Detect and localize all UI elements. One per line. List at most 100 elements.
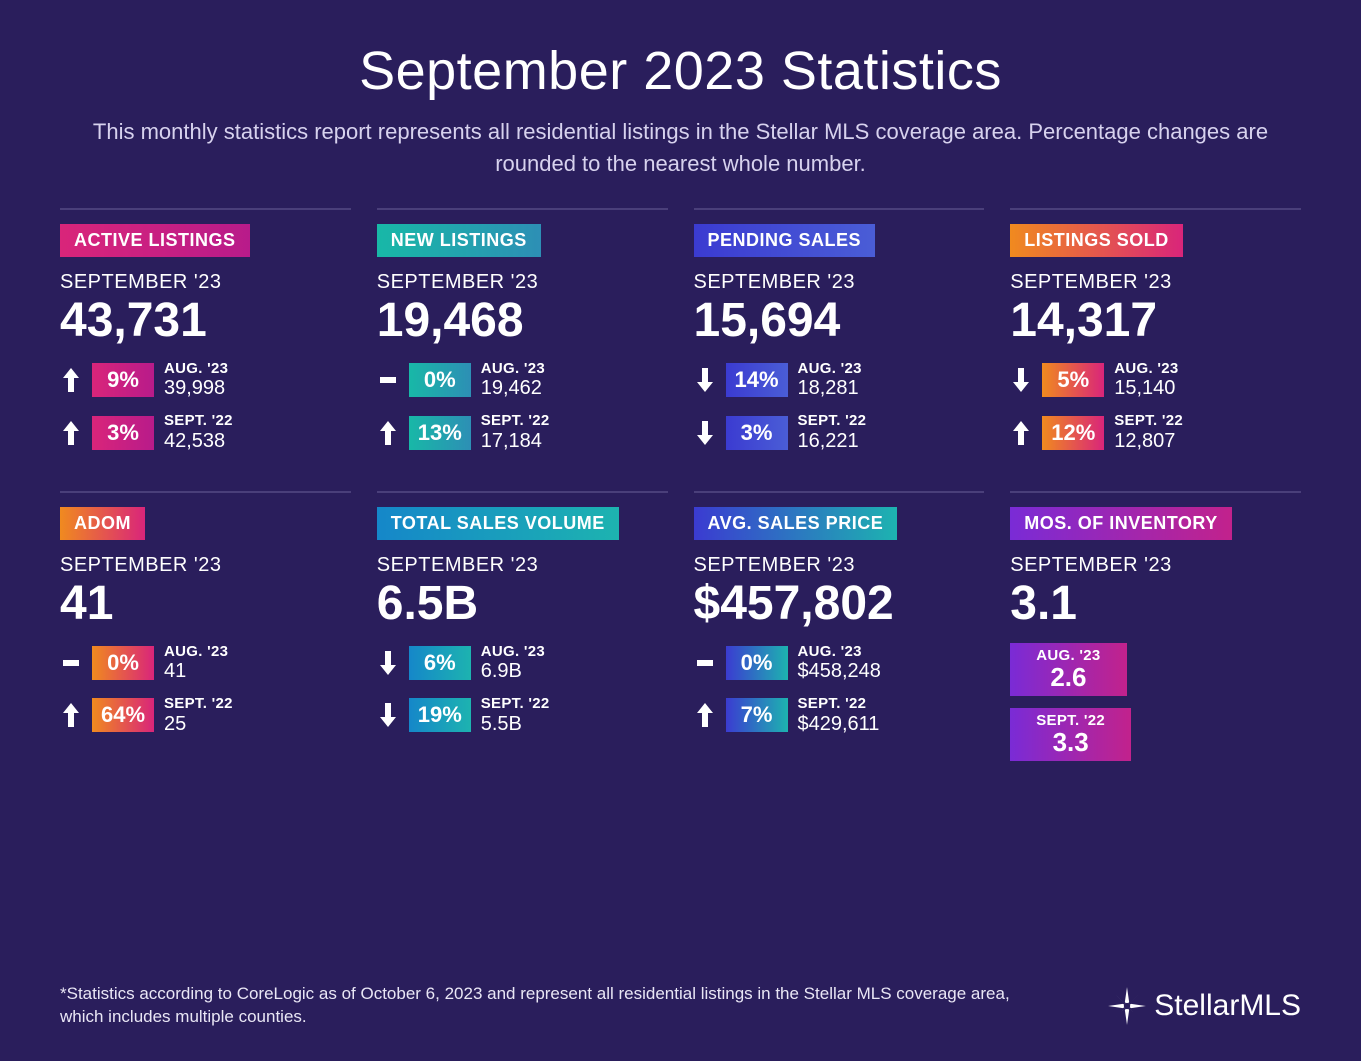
- period-label: SEPTEMBER '23: [694, 554, 985, 577]
- main-value: 41: [60, 579, 351, 629]
- period-label: SEPTEMBER '23: [377, 554, 668, 577]
- inventory-comparison: SEPT. '223.3: [1010, 708, 1301, 761]
- comparison-values: SEPT. '2212,807: [1114, 412, 1183, 452]
- comparison-number: $458,248: [798, 660, 881, 683]
- comparison-label: AUG. '23: [164, 643, 228, 660]
- stat-card: AVG. SALES PRICE SEPTEMBER '23$457,802 0% A…: [694, 491, 985, 773]
- dash-icon: [377, 366, 399, 394]
- inventory-box: SEPT. '223.3: [1010, 708, 1131, 761]
- comparison-row: 9% AUG. '2339,998: [60, 360, 351, 400]
- comparison-label: SEPT. '22: [481, 695, 550, 712]
- inventory-value: 2.6: [1036, 664, 1100, 690]
- arrow-up-icon: [1010, 419, 1032, 447]
- comparison-number: 15,140: [1114, 377, 1178, 400]
- period-label: SEPTEMBER '23: [1010, 271, 1301, 294]
- comparison-values: SEPT. '22$429,611: [798, 695, 880, 735]
- percent-change: 7%: [726, 698, 788, 732]
- arrow-up-icon: [60, 366, 82, 394]
- comparison-row: 64% SEPT. '2225: [60, 695, 351, 735]
- comparison-number: 12,807: [1114, 430, 1183, 453]
- main-value: $457,802: [694, 579, 985, 629]
- percent-change: 3%: [92, 416, 154, 450]
- stat-badge: ACTIVE LISTINGS: [60, 224, 250, 257]
- comparison-values: AUG. '2341: [164, 643, 228, 683]
- stat-badge: ADOM: [60, 507, 145, 540]
- stat-card: PENDING SALESSEPTEMBER '2315,69414%AUG. …: [694, 208, 985, 465]
- comparison-row: 7% SEPT. '22$429,611: [694, 695, 985, 735]
- main-value: 43,731: [60, 296, 351, 346]
- percent-change: 19%: [409, 698, 471, 732]
- stat-badge: NEW LISTINGS: [377, 224, 541, 257]
- comparison-label: SEPT. '22: [798, 412, 867, 429]
- comparison-values: SEPT. '2225: [164, 695, 233, 735]
- main-value: 3.1: [1010, 579, 1301, 629]
- comparison-row: 6%AUG. '236.9B: [377, 643, 668, 683]
- comparison-number: 19,462: [481, 377, 545, 400]
- comparison-number: 5.5B: [481, 713, 550, 736]
- comparison-label: AUG. '23: [798, 643, 881, 660]
- page-subtitle: This monthly statistics report represent…: [60, 116, 1301, 180]
- period-label: SEPTEMBER '23: [377, 271, 668, 294]
- comparison-label: AUG. '23: [164, 360, 228, 377]
- stat-card: ACTIVE LISTINGSSEPTEMBER '2343,7319%AUG.…: [60, 208, 351, 465]
- footnote-text: *Statistics according to CoreLogic as of…: [60, 983, 1020, 1029]
- main-value: 19,468: [377, 296, 668, 346]
- stat-card: NEW LISTINGS SEPTEMBER '2319,468 0% AUG. '2…: [377, 208, 668, 465]
- comparison-row: 3% SEPT. '2242,538: [60, 412, 351, 452]
- comparison-values: SEPT. '2242,538: [164, 412, 233, 452]
- stat-card: LISTINGS SOLDSEPTEMBER '2314,3175%AUG. '…: [1010, 208, 1301, 465]
- stat-card: ADOMSEPTEMBER '23410%AUG. '234164%SEPT. …: [60, 491, 351, 773]
- comparison-values: AUG. '2319,462: [481, 360, 545, 400]
- arrow-down-icon: [1010, 366, 1032, 394]
- arrow-up-icon: [377, 419, 399, 447]
- comparison-row: 13% SEPT. '2217,184: [377, 412, 668, 452]
- comparison-row: 3% SEPT. '2216,221: [694, 412, 985, 452]
- comparison-number: 39,998: [164, 377, 228, 400]
- comparison-values: SEPT. '2217,184: [481, 412, 550, 452]
- arrow-down-icon: [694, 366, 716, 394]
- footer: *Statistics according to CoreLogic as of…: [60, 983, 1301, 1029]
- comparison-label: SEPT. '22: [164, 412, 233, 429]
- comparison-row: 5% AUG. '2315,140: [1010, 360, 1301, 400]
- comparison-label: SEPT. '22: [164, 695, 233, 712]
- arrow-down-icon: [377, 649, 399, 677]
- percent-change: 3%: [726, 416, 788, 450]
- percent-change: 9%: [92, 363, 154, 397]
- comparison-label: SEPT. '22: [798, 695, 880, 712]
- percent-change: 0%: [726, 646, 788, 680]
- comparison-values: AUG. '23$458,248: [798, 643, 881, 683]
- period-label: SEPTEMBER '23: [694, 271, 985, 294]
- comparison-row: 0% AUG. '2341: [60, 643, 351, 683]
- comparison-label: SEPT. '22: [1114, 412, 1183, 429]
- arrow-down-icon: [377, 701, 399, 729]
- stat-badge: PENDING SALES: [694, 224, 876, 257]
- page-title: September 2023 Statistics: [60, 40, 1301, 102]
- inventory-comparison: AUG. '232.6: [1010, 643, 1301, 696]
- percent-change: 64%: [92, 698, 154, 732]
- comparison-values: AUG. '2315,140: [1114, 360, 1178, 400]
- percent-change: 0%: [409, 363, 471, 397]
- inventory-value: 3.3: [1036, 729, 1105, 755]
- comparison-label: AUG. '23: [798, 360, 862, 377]
- stat-badge: AVG. SALES PRICE: [694, 507, 898, 540]
- comparison-row: 0% AUG. '23$458,248: [694, 643, 985, 683]
- percent-change: 5%: [1042, 363, 1104, 397]
- comparison-label: SEPT. '22: [481, 412, 550, 429]
- arrow-down-icon: [694, 419, 716, 447]
- comparison-number: 42,538: [164, 430, 233, 453]
- dash-icon: [694, 649, 716, 677]
- dash-icon: [60, 649, 82, 677]
- comparison-row: 0% AUG. '2319,462: [377, 360, 668, 400]
- comparison-values: AUG. '236.9B: [481, 643, 545, 683]
- inventory-box: AUG. '232.6: [1010, 643, 1126, 696]
- stat-card: MOS. OF INVENTORYSEPTEMBER '233.1AUG. '2…: [1010, 491, 1301, 773]
- comparison-number: 18,281: [798, 377, 862, 400]
- comparison-number: 6.9B: [481, 660, 545, 683]
- period-label: SEPTEMBER '23: [60, 554, 351, 577]
- percent-change: 0%: [92, 646, 154, 680]
- percent-change: 13%: [409, 416, 471, 450]
- comparison-number: 41: [164, 660, 228, 683]
- brand-logo: StellarMLS: [1106, 985, 1301, 1027]
- starburst-icon: [1106, 985, 1148, 1027]
- comparison-values: SEPT. '2216,221: [798, 412, 867, 452]
